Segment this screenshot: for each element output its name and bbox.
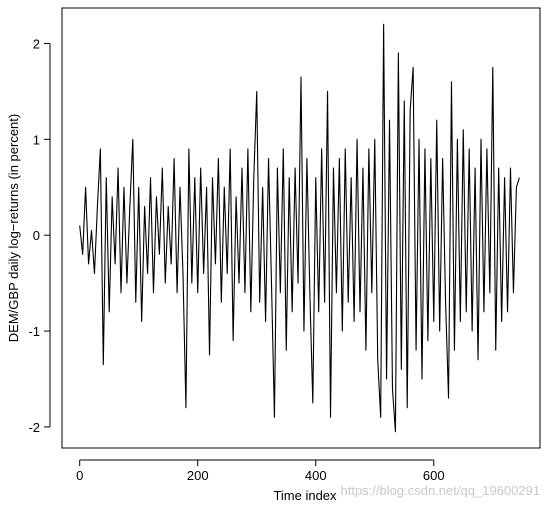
x-tick-label: 0 [76, 468, 83, 483]
y-tick-label: 2 [33, 36, 40, 51]
x-tick-label: 600 [423, 468, 445, 483]
y-tick-label: -1 [28, 324, 40, 339]
y-axis-label: DEM/GBP daily log−returns (in percent) [6, 114, 21, 342]
x-axis-label: Time index [273, 488, 337, 503]
x-tick-label: 200 [187, 468, 209, 483]
y-tick-label: 0 [33, 228, 40, 243]
series-line [79, 23, 520, 433]
plot-frame [61, 7, 541, 449]
x-tick-label: 400 [305, 468, 327, 483]
y-tick-label: -2 [28, 420, 40, 435]
watermark: https://blog.csdn.net/qq_19600291 [341, 483, 541, 498]
y-tick-label: 1 [33, 132, 40, 147]
